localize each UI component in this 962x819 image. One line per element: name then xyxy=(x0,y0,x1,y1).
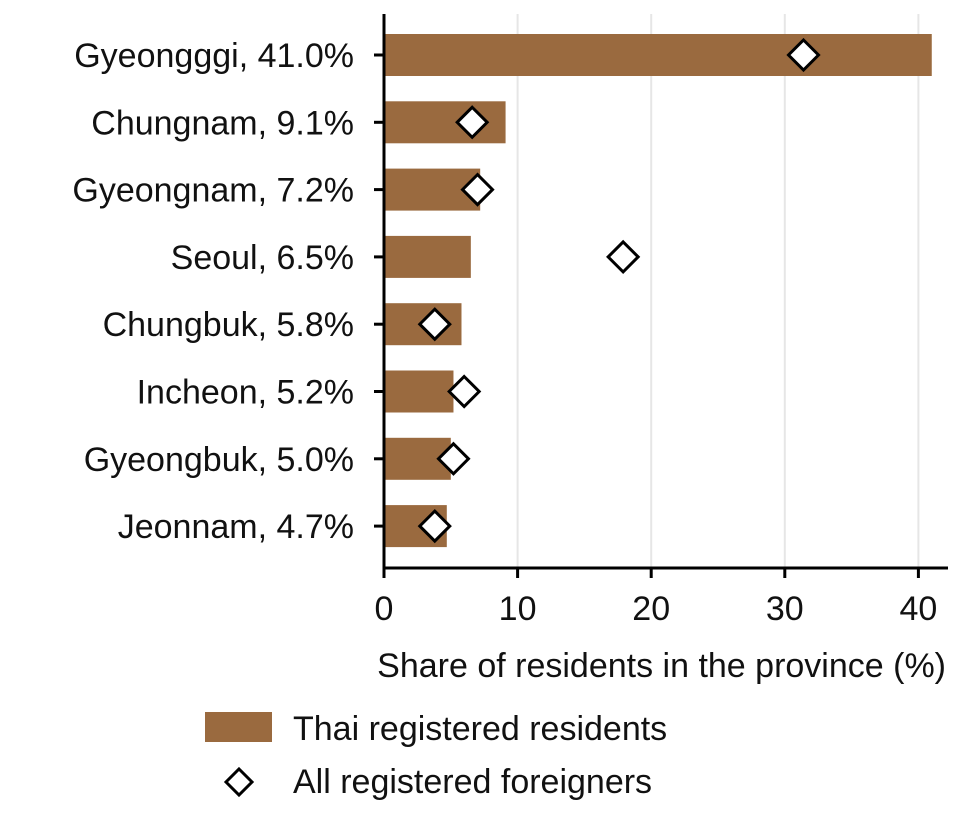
marker-0 xyxy=(786,37,821,73)
marker-4 xyxy=(417,307,452,342)
x-tick-group: 0 10 20 30 40 xyxy=(375,568,937,628)
x-axis-title: Share of residents in the province (%) xyxy=(377,647,946,685)
y-tick-label-2: Gyeongnam, 7.2% xyxy=(72,172,354,210)
bar-0 xyxy=(384,34,932,76)
y-tick-label-0: Gyeongggi, 41.0% xyxy=(74,37,354,75)
y-tick-label-5: Incheon, 5.2% xyxy=(137,374,354,412)
marker-6 xyxy=(436,441,471,476)
x-tick-label-0: 0 xyxy=(375,590,394,628)
y-tick-label-7: Jeonnam, 4.7% xyxy=(118,508,354,546)
grid-lines xyxy=(516,14,920,568)
x-tick-label-40: 40 xyxy=(899,590,937,628)
x-tick-label-10: 10 xyxy=(499,590,537,628)
marker-2 xyxy=(460,172,495,207)
x-tick-label-20: 20 xyxy=(632,590,670,628)
bar-5 xyxy=(384,370,454,413)
legend-label-all-foreigners: All registered foreigners xyxy=(293,763,652,801)
y-tick-label-1: Chungnam, 9.1% xyxy=(91,104,354,142)
y-tick-label-3: Seoul, 6.5% xyxy=(171,239,354,277)
legend: Thai registered residents All registered… xyxy=(205,710,667,801)
bar-group xyxy=(384,34,932,548)
marker-7 xyxy=(417,508,452,544)
marker-1 xyxy=(455,105,490,140)
y-tick-label-4: Chungbuk, 5.8% xyxy=(103,306,354,344)
y-tick-group: Gyeongggi, 41.0% Chungnam, 9.1% Gyeongnam,… xyxy=(72,37,384,546)
legend-marker-diamond xyxy=(223,766,255,798)
marker-5 xyxy=(447,374,482,409)
y-tick-label-6: Gyeongbuk, 5.0% xyxy=(84,441,354,479)
legend-label-thai: Thai registered residents xyxy=(293,710,667,748)
bar-3 xyxy=(384,235,471,278)
marker-group xyxy=(417,37,821,544)
x-tick-label-30: 30 xyxy=(766,590,804,628)
legend-swatch-bar xyxy=(205,712,272,742)
marker-3 xyxy=(606,239,641,275)
axes xyxy=(382,14,948,570)
